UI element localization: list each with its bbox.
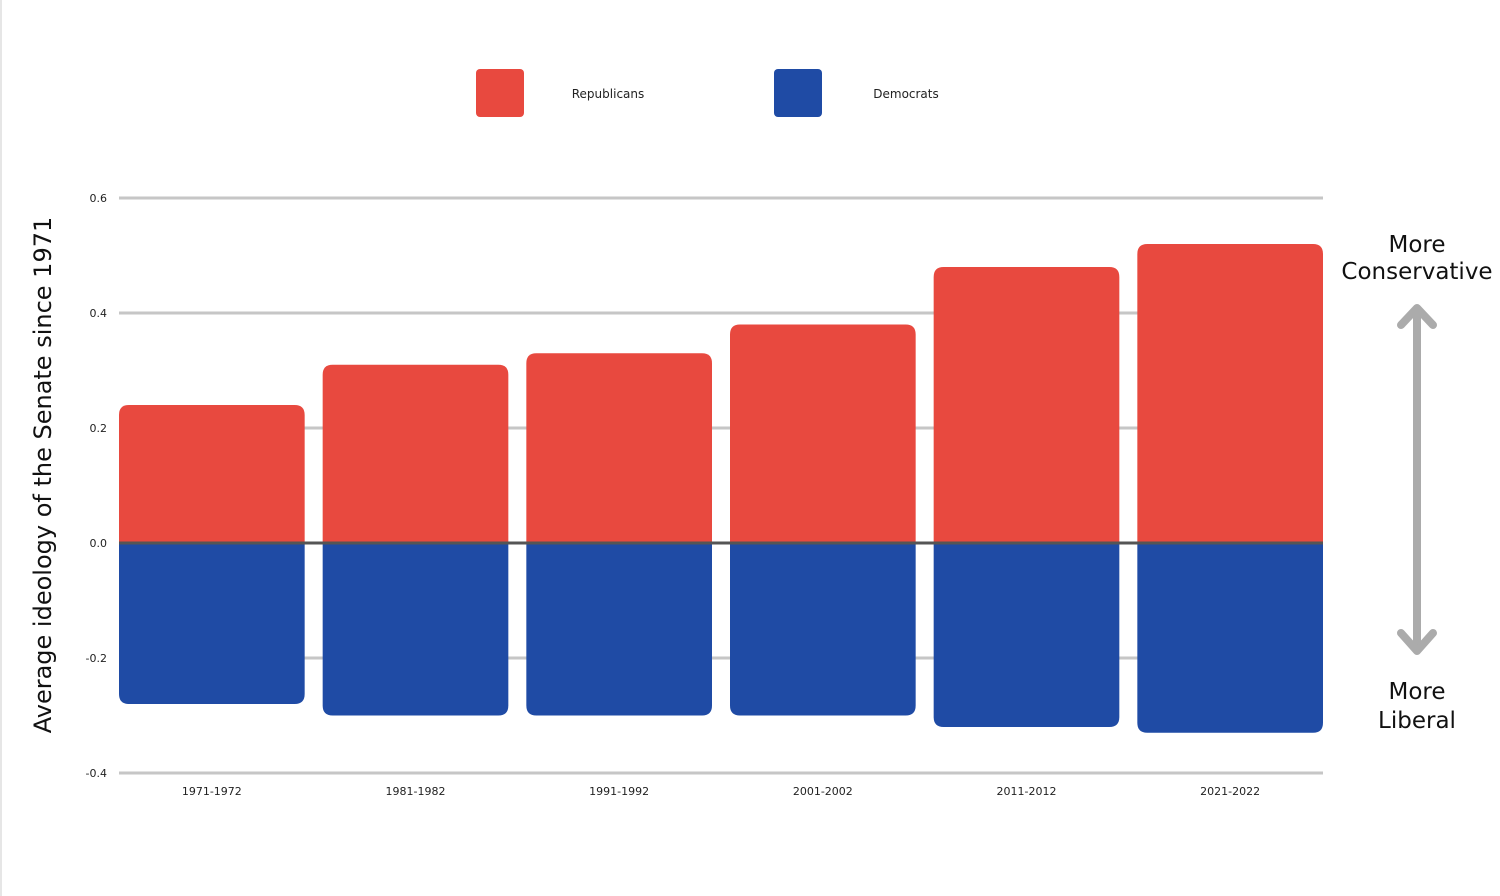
republicans-bar <box>322 364 509 543</box>
ideology-arrow: More Conservative More Liberal <box>1341 232 1492 734</box>
y-tick-label: 0.0 <box>90 537 108 550</box>
x-tick-label: 2011-2012 <box>997 785 1057 798</box>
bars <box>119 244 1323 733</box>
y-tick-label: 0.4 <box>90 307 108 320</box>
republicans-bar <box>526 353 712 543</box>
double-arrow-icon <box>1397 304 1437 655</box>
x-tick-label: 2001-2002 <box>793 785 853 798</box>
democrats-legend-label: Democrats <box>873 87 939 101</box>
page-left-border <box>0 0 2 896</box>
democrats-bar <box>1137 543 1323 733</box>
democrats-bar <box>730 543 916 716</box>
x-axis-labels: 1971-1972 1981-1982 1991-1992 2001-2002 2011… <box>182 785 1260 798</box>
annotation-more-liberal-line2: Liberal <box>1378 708 1456 734</box>
annotation-more-liberal-line1: More <box>1388 679 1445 705</box>
arrow-down-head <box>1397 629 1437 655</box>
y-tick-label: -0.2 <box>86 652 107 665</box>
democrats-bar <box>322 543 509 716</box>
x-tick-label: 1991-1992 <box>589 785 649 798</box>
republicans-bar <box>730 324 916 543</box>
republicans-bar <box>933 267 1120 543</box>
y-tick-label: -0.4 <box>86 767 107 780</box>
annotation-more-conservative-line1: More <box>1388 232 1445 258</box>
republicans-bar <box>1137 244 1323 543</box>
legend: Republicans Democrats <box>476 69 939 117</box>
y-axis-title: Average ideology of the Senate since 197… <box>29 217 57 734</box>
republicans-legend-label: Republicans <box>572 87 645 101</box>
x-tick-label: 2021-2022 <box>1200 785 1260 798</box>
y-tick-label: 0.6 <box>90 192 108 205</box>
x-tick-label: 1981-1982 <box>386 785 446 798</box>
democrats-bar <box>119 543 305 704</box>
y-tick-label: 0.2 <box>90 422 108 435</box>
republicans-bar <box>119 405 305 543</box>
x-tick-label: 1971-1972 <box>182 785 242 798</box>
democrats-bar <box>933 543 1120 727</box>
arrow-up-head <box>1397 304 1437 329</box>
democrats-bar <box>526 543 712 716</box>
republicans-legend-swatch <box>476 69 524 117</box>
democrats-legend-swatch <box>774 69 822 117</box>
annotation-more-conservative-line2: Conservative <box>1341 259 1492 285</box>
y-axis-ticks: 0.6 0.4 0.2 0.0 -0.2 -0.4 <box>86 192 107 780</box>
